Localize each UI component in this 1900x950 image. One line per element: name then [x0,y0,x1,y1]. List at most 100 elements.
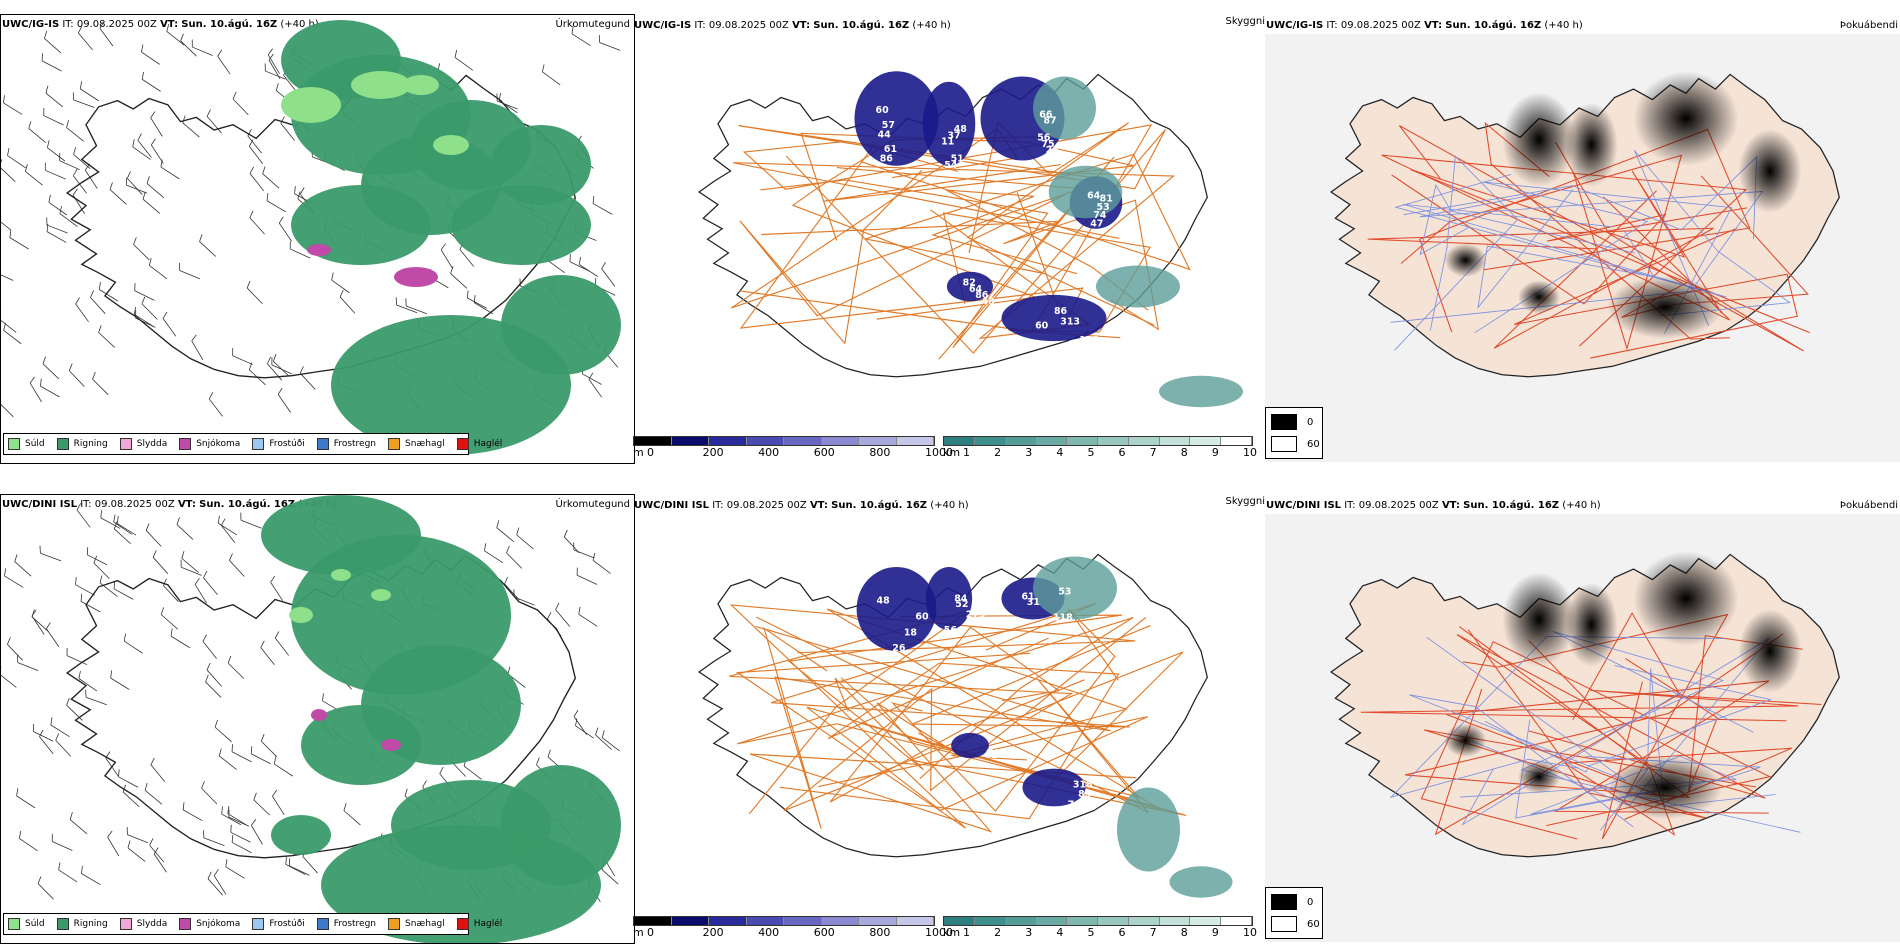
ceiling-value-label: 64 [969,284,983,295]
wind-barb [516,527,534,550]
ceiling-value-label: 18 [904,627,917,638]
iceland-precip-map [1,495,621,943]
ceiling-value-label: 26 [892,643,906,654]
wind-barb [440,243,453,269]
wind-barb [98,325,115,348]
wind-barb [99,21,114,47]
wind-barb [17,654,39,672]
rain-area [501,275,621,375]
rain-area [451,185,591,265]
legend-swatch [56,438,69,450]
iceland-precip-map [1,20,621,455]
legend-label: Frostregn [333,439,377,449]
panel-header: UWC/DINI ISL IT: 09.08.2025 00Z VT: Sun.… [1266,500,1601,511]
wind-barb [205,674,222,698]
fog-key: 0 60 [1265,887,1323,939]
colorbar-tick-label: 3 [1025,446,1033,459]
wind-barb [40,378,60,398]
wind-barb [555,602,571,627]
wind-barb [78,670,98,692]
valid-time: Sun. 10.ágú. 16Z [831,500,928,511]
ceiling-value-label: 26 [1046,145,1060,156]
colorbar-tick-label: 600 [813,446,835,459]
legend-swatch [8,918,20,930]
colorbar-tick-label: 400 [758,446,780,459]
wind-barb [78,26,93,51]
colorbar-tick-label: 7 [1149,926,1157,939]
wind-barb [45,85,64,108]
low-visibility-area [1169,866,1233,898]
road [755,625,1111,829]
wind-barb [149,838,165,863]
precip-type-map-panel: UWC/DINI ISL IT: 09.08.2025 00Z VT: Sun.… [0,494,635,944]
low-ceiling-area [1022,768,1086,807]
ceiling-value-label: 85 [1078,789,1091,800]
ceiling-value-label: 52 [955,599,968,610]
drizzle-area [351,71,411,99]
colorbar-tick-label: 600 [813,926,835,939]
ceiling-value-label: 61 [1021,592,1034,603]
fog-key-swatch [1271,436,1297,452]
wind-barb [484,543,504,564]
wind-barb [46,223,67,243]
river [1477,189,1655,309]
ceiling-value-label: 60 [876,105,890,116]
legend-item: Snæhagl [388,438,445,450]
road [783,616,1184,812]
legend-swatch [56,918,69,930]
valid-time: Sun. 10.ágú. 16Z [181,19,278,30]
wind-barb [601,730,620,752]
road [890,608,1119,812]
wind-barb [268,53,281,80]
wind-barb [227,805,247,826]
wind-barb [496,520,514,542]
snow-area [381,739,401,751]
wind-barb [141,44,160,65]
colorbar-tick-label: 8 [1180,926,1188,939]
legend-swatch [8,438,20,450]
colorbar-tick-label: 8 [1180,446,1188,459]
wind-barb [504,576,520,601]
colorbar-tick-label: 10 [1243,926,1257,939]
ceiling-value-label: 48 [877,596,890,607]
legend-swatch [456,918,469,930]
wind-barb [41,53,62,72]
wind-barb [32,723,54,742]
ceiling-value-label: 61 [884,144,897,155]
wind-barb [251,819,263,845]
wind-barb [152,550,169,574]
legend-label: Rigning [73,439,108,449]
wind-barb [248,139,263,164]
wind-barb [116,515,137,536]
wind-barb [75,577,95,596]
wind-barb [206,662,222,687]
ceiling-value-label: 75 [1041,139,1054,150]
forecast-row-top: UWC/IG-IS IT: 09.08.2025 00Z VT: Sun. 10… [0,0,1900,470]
wind-barb [28,121,46,143]
lead-time: (+40 h) [1544,20,1583,31]
wind-barb [42,356,60,380]
wind-barb [7,637,23,661]
wind-barb [277,387,291,413]
wind-barb [272,789,285,816]
ceiling-value-label: 47 [1090,219,1103,230]
wind-barb [343,803,361,826]
wind-barb [58,862,78,883]
colorbar-tick-label: 2 [994,446,1002,459]
road [729,610,1074,815]
fog-area [1502,572,1576,667]
colorbar-tick-label: 4 [1056,926,1064,939]
wind-barb [203,830,225,846]
ceiling-value-label: 60 [915,612,929,623]
fog-area [1607,276,1723,339]
legend-item: Frostregn [316,438,377,450]
wind-barb [227,655,245,679]
legend-swatch [456,438,469,450]
fog-area [1633,551,1739,646]
road [1513,227,1798,359]
wind-barb [90,290,106,314]
wind-barb [264,63,286,80]
wind-barb [405,298,427,315]
coastline [65,74,577,379]
colorbar-tick-label: 3 [1025,926,1033,939]
